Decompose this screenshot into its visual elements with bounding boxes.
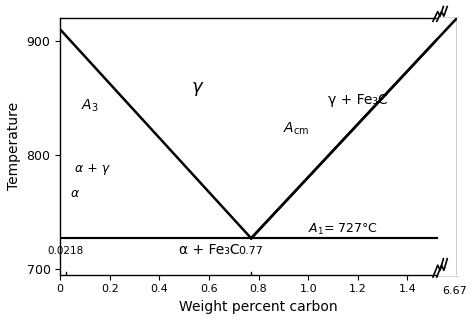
Text: 0.0218: 0.0218	[47, 246, 84, 256]
Text: γ: γ	[191, 78, 202, 96]
Text: $A_{\rm cm}$: $A_{\rm cm}$	[283, 120, 309, 136]
Bar	[437, 18, 459, 275]
Text: α + γ: α + γ	[75, 162, 109, 175]
X-axis label: Weight percent carbon: Weight percent carbon	[179, 300, 338, 314]
Y-axis label: Temperature: Temperature	[7, 102, 21, 190]
Text: $A_1$= 727°C: $A_1$= 727°C	[308, 221, 378, 237]
Text: α: α	[70, 187, 78, 200]
Text: 6.67: 6.67	[442, 286, 467, 296]
Text: γ + Fe₃C: γ + Fe₃C	[328, 93, 388, 107]
Text: α + Fe₃C: α + Fe₃C	[179, 243, 239, 257]
Text: 0.77: 0.77	[239, 246, 264, 256]
Text: $A_3$: $A_3$	[81, 97, 99, 114]
